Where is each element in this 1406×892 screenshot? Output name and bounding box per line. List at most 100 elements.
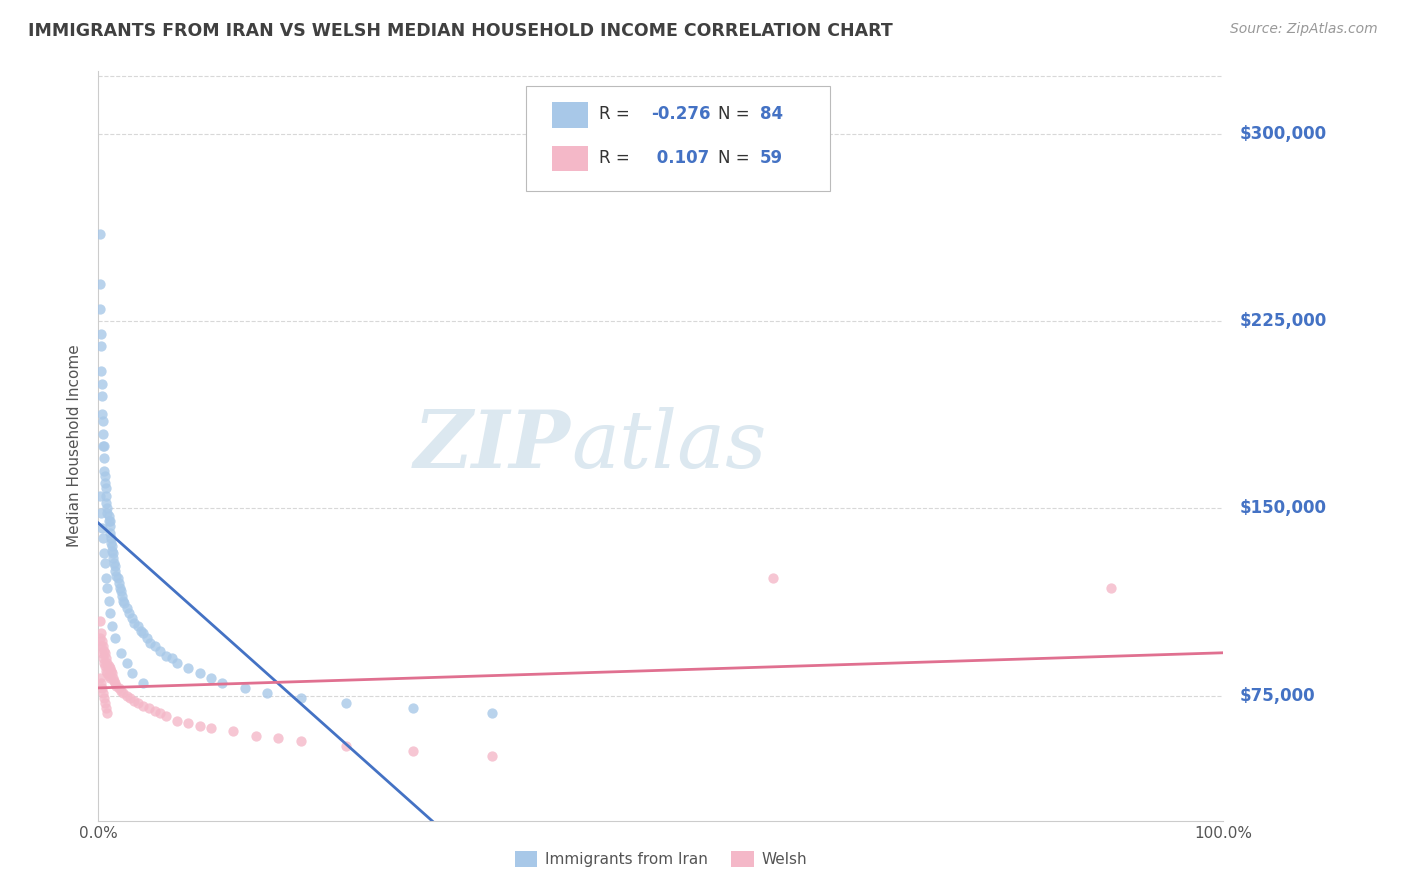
Point (91, 439, 114, 453)
Point (90, 407, 112, 421)
Point (132, 626, 155, 640)
Point (101, 619, 124, 633)
Point (96, 666, 118, 681)
Point (90, 646, 112, 660)
Point (110, 683, 132, 698)
Text: N =: N = (718, 105, 755, 123)
Point (139, 636, 162, 650)
Point (96, 571, 118, 585)
Point (121, 666, 143, 681)
Text: atlas: atlas (571, 408, 766, 484)
Point (96, 482, 118, 496)
Point (105, 569, 128, 583)
Point (89, 301, 111, 316)
Point (188, 666, 211, 681)
Point (97, 508, 120, 523)
Point (96, 701, 118, 715)
Point (93, 691, 115, 706)
Point (94, 469, 117, 483)
Point (112, 686, 135, 700)
Legend: Immigrants from Iran, Welsh: Immigrants from Iran, Welsh (509, 845, 813, 873)
Text: R =: R = (599, 105, 636, 123)
Point (90, 521, 112, 535)
Point (103, 673, 125, 688)
Point (105, 679, 128, 693)
Point (94, 476, 117, 491)
Point (188, 719, 211, 733)
Point (89, 614, 111, 628)
Point (101, 544, 124, 558)
Point (121, 611, 143, 625)
Point (94, 658, 117, 673)
Point (335, 696, 357, 710)
Point (96, 489, 118, 503)
Point (111, 589, 134, 603)
Point (290, 733, 312, 747)
FancyBboxPatch shape (526, 87, 830, 191)
Point (91, 532, 114, 546)
Point (124, 694, 146, 708)
Text: 0.107: 0.107 (651, 149, 709, 167)
Point (94, 557, 117, 571)
Text: 84: 84 (759, 105, 783, 123)
Point (90, 376, 112, 391)
Bar (551, 102, 588, 128)
Point (143, 639, 166, 653)
Point (129, 624, 152, 638)
Point (138, 701, 160, 715)
Point (98, 519, 121, 533)
Text: $300,000: $300,000 (1240, 125, 1327, 143)
Point (90, 626, 112, 640)
Point (90, 681, 112, 696)
Text: IMMIGRANTS FROM IRAN VS WELSH MEDIAN HOUSEHOLD INCOME CORRELATION CHART: IMMIGRANTS FROM IRAN VS WELSH MEDIAN HOU… (28, 22, 893, 40)
Point (89, 632, 111, 646)
Point (103, 557, 125, 571)
Point (100, 532, 122, 546)
Point (110, 583, 132, 598)
Point (762, 571, 785, 585)
Point (94, 646, 117, 660)
Point (112, 596, 135, 610)
Point (89, 227, 111, 241)
Point (245, 729, 267, 743)
Point (90, 633, 112, 648)
Point (91, 686, 114, 700)
Point (96, 657, 118, 671)
Text: 59: 59 (759, 149, 783, 167)
Text: $225,000: $225,000 (1240, 312, 1327, 330)
Point (402, 744, 425, 758)
Point (222, 723, 245, 738)
Point (91, 639, 114, 653)
Text: -0.276: -0.276 (651, 105, 710, 123)
Point (155, 648, 177, 663)
Point (100, 536, 122, 550)
Point (101, 551, 124, 566)
Point (115, 657, 138, 671)
Point (96, 582, 118, 596)
Point (91, 651, 114, 665)
Point (100, 664, 122, 678)
Point (166, 657, 188, 671)
Point (104, 676, 127, 690)
Point (481, 706, 503, 721)
Point (91, 414, 114, 428)
Point (93, 464, 115, 478)
Point (127, 619, 149, 633)
Point (107, 571, 129, 585)
Point (96, 651, 118, 665)
Text: ZIP: ZIP (413, 408, 571, 484)
Point (96, 507, 118, 521)
Point (98, 671, 121, 685)
Point (101, 546, 124, 560)
Point (110, 646, 132, 660)
Point (96, 706, 118, 721)
Point (101, 666, 124, 681)
Point (96, 501, 118, 516)
Point (93, 451, 115, 466)
Point (97, 514, 120, 528)
Point (90, 389, 112, 403)
Point (104, 558, 127, 573)
Point (177, 661, 200, 675)
Text: R =: R = (599, 149, 636, 167)
Text: $75,000: $75,000 (1240, 687, 1316, 705)
